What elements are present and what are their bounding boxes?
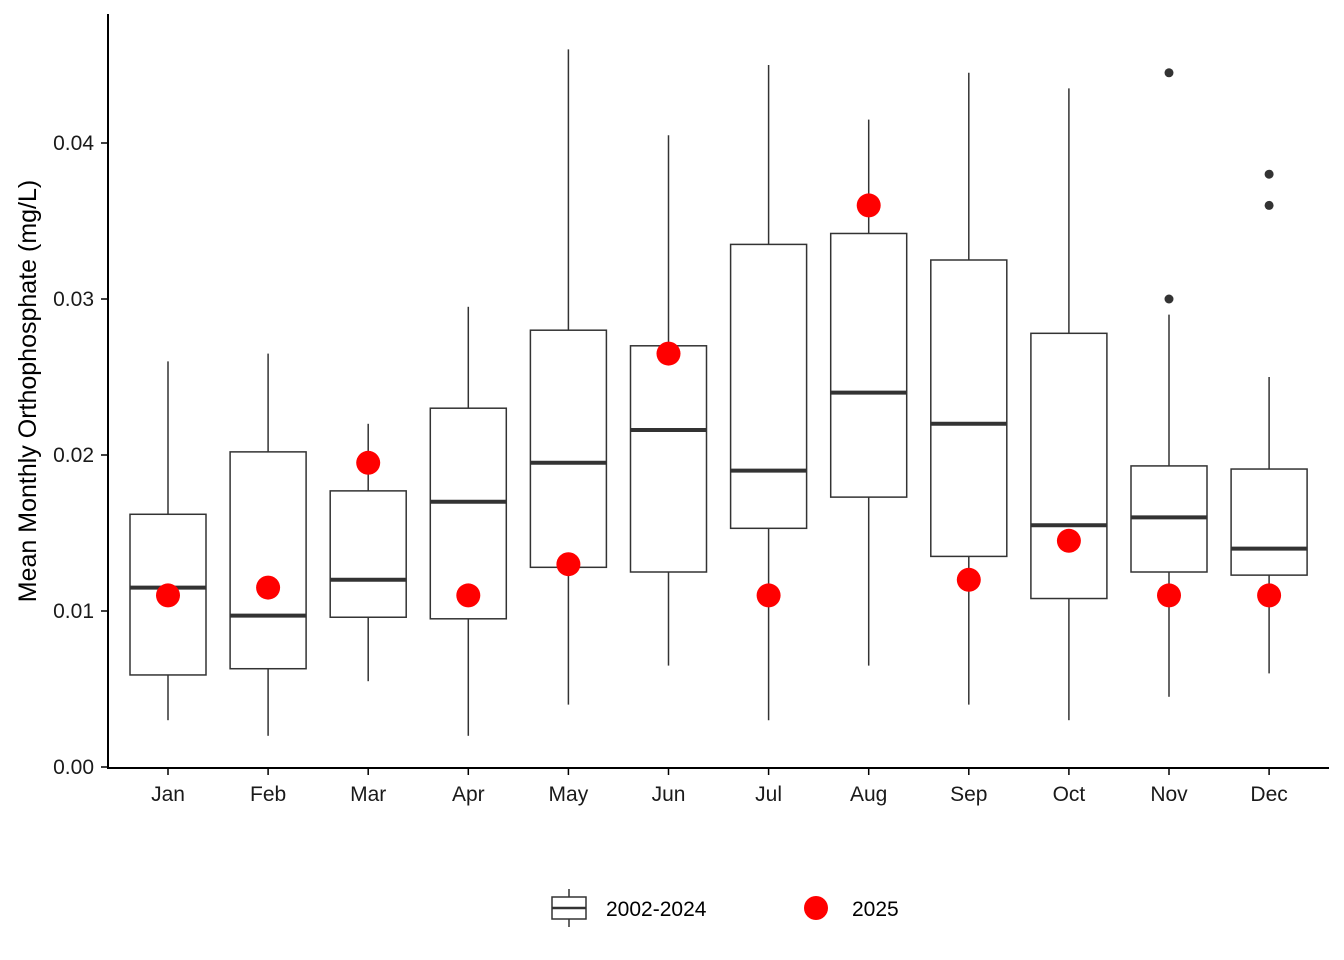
point-2025-aug (856, 193, 881, 218)
point-2025-oct (1056, 528, 1081, 553)
box-body (329, 490, 407, 618)
legend-key-point (804, 896, 828, 920)
axes (107, 14, 1329, 769)
y-tick-label: 0.02 (53, 444, 94, 467)
x-tick-label: Mar (350, 783, 386, 806)
y-axis-title: Mean Monthly Orthophosphate (mg/L) (14, 180, 42, 602)
legend: 2002-2024 2025 (551, 889, 899, 927)
x-tick-label: Sep (950, 783, 987, 806)
box-body (829, 232, 908, 498)
point-2025-jul (756, 583, 781, 608)
x-tick-label: Jul (755, 783, 782, 806)
legend-key-box (551, 889, 587, 927)
y-tick-label: 0.01 (53, 600, 94, 623)
box-sep (930, 72, 1008, 705)
x-tick-label: Aug (850, 783, 887, 806)
box-body (229, 451, 307, 670)
point-2025-dec (1257, 583, 1282, 608)
point-2025-sep (956, 567, 981, 592)
point-2025-jan (156, 583, 180, 608)
box-body (729, 243, 808, 530)
box-layer (129, 49, 1308, 736)
box-apr (429, 306, 508, 736)
box-feb (229, 353, 307, 736)
point-2025-nov (1157, 583, 1181, 608)
point-2025-feb (256, 575, 281, 600)
box-body (1030, 332, 1108, 600)
x-tick-label: Jun (652, 783, 686, 806)
box-body (930, 259, 1008, 558)
x-tick-label: Jan (151, 783, 185, 806)
box-body (529, 329, 608, 569)
legend-label-point: 2025 (852, 898, 899, 921)
y-tick-label: 0.03 (53, 288, 94, 311)
y-tick-label: 0.04 (53, 132, 94, 155)
x-tick-label: Feb (250, 783, 286, 806)
point-2025-mar (356, 450, 381, 475)
point-2025-jun (656, 341, 681, 366)
box-body (1230, 468, 1308, 576)
point-layer (156, 193, 1282, 608)
point-2025-may (556, 552, 581, 577)
box-body (629, 345, 708, 573)
box-jan (129, 361, 207, 721)
y-ticks: 0.00 0.01 0.02 0.03 0.04 (53, 132, 108, 779)
box-oct (1030, 88, 1108, 721)
box-mar (329, 423, 407, 682)
box-jun (629, 135, 708, 666)
box-jul (729, 65, 808, 721)
outlier-point (1264, 200, 1274, 210)
x-tick-label: Dec (1250, 783, 1287, 806)
outlier-point (1264, 169, 1274, 179)
box-nov (1130, 68, 1208, 697)
legend-label-box: 2002-2024 (606, 898, 707, 921)
x-tick-label: Nov (1150, 783, 1188, 806)
outlier-point (1164, 294, 1174, 304)
x-tick-label: Apr (452, 783, 485, 806)
box-aug (829, 119, 908, 666)
box-dec (1230, 169, 1308, 674)
x-tick-label: May (549, 783, 589, 806)
point-2025-apr (456, 583, 481, 608)
x-tick-label: Oct (1053, 783, 1086, 806)
x-ticks: Jan Feb Mar Apr May Jun Jul Aug Sep Oct Nov Dec (151, 768, 1288, 806)
box-may (529, 49, 608, 705)
y-tick-label: 0.00 (53, 756, 94, 779)
outlier-point (1164, 68, 1174, 78)
